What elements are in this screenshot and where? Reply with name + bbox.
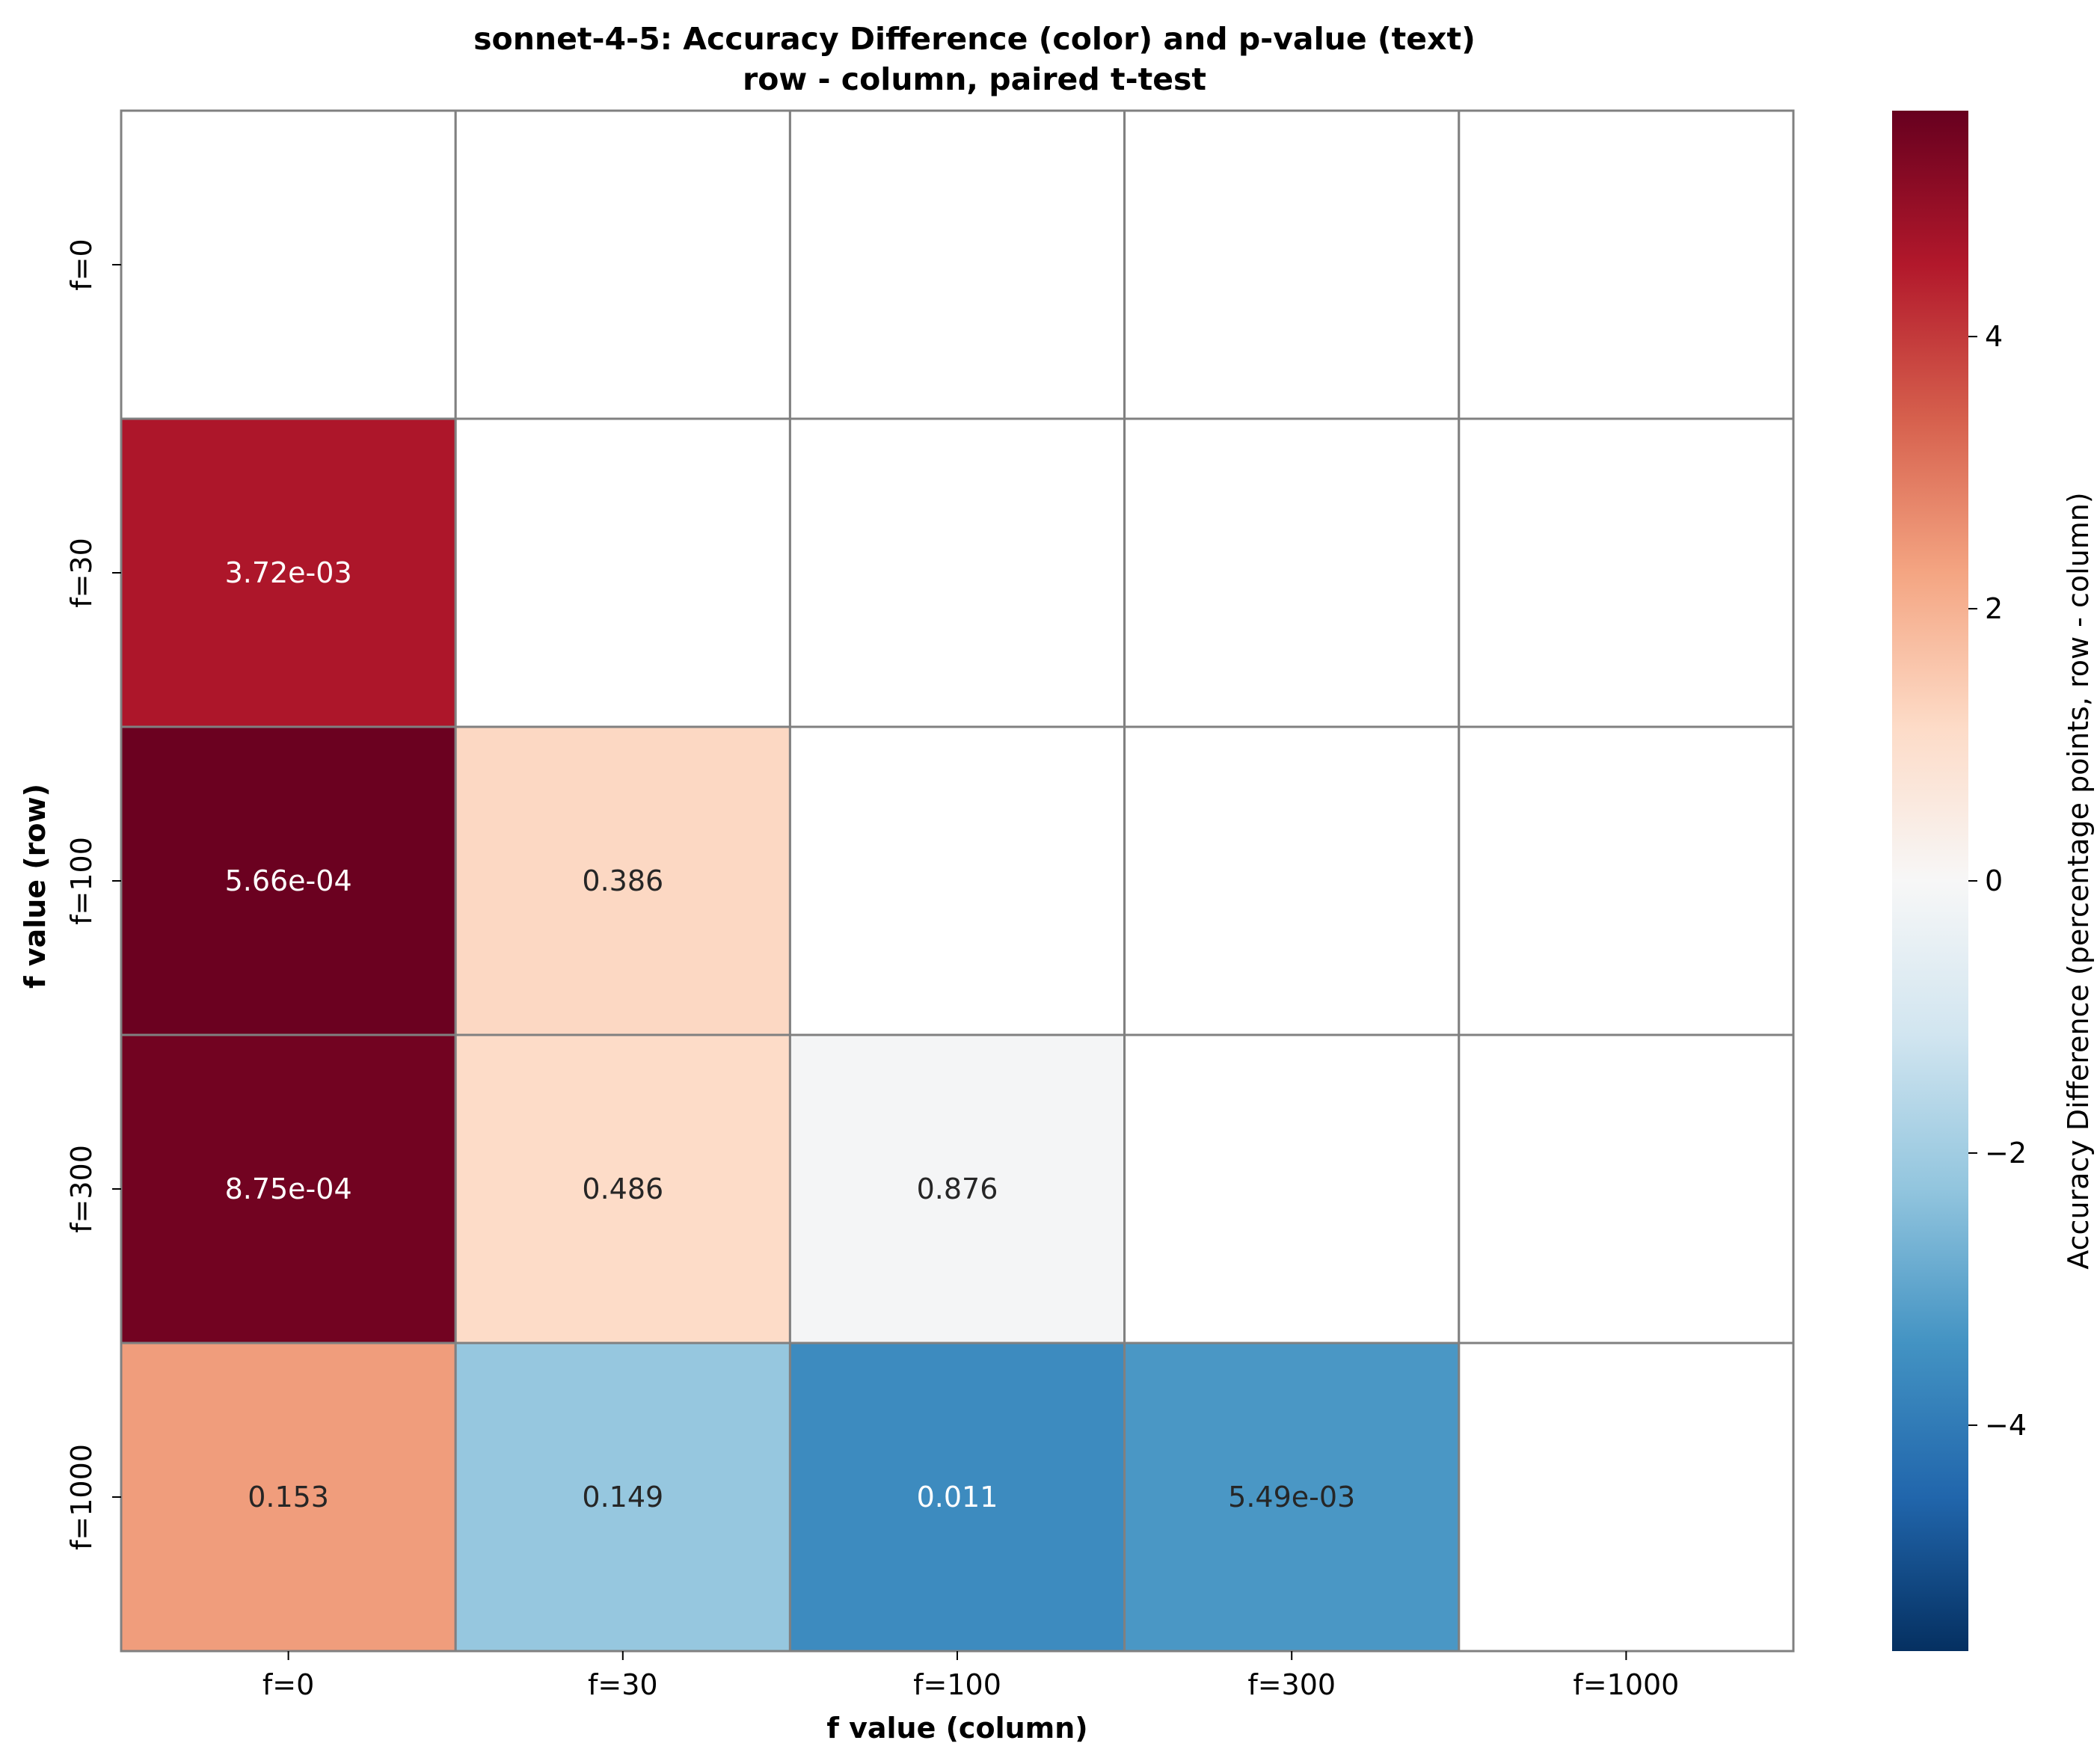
p-value-label: 0.149: [582, 1481, 663, 1513]
colorbar-tick-label: −2: [1985, 1137, 2027, 1170]
heatmap-cell-f0-f100: [788, 109, 1126, 420]
colorbar-tick-label: 0: [1985, 864, 2003, 897]
heatmap-cell-f30-f30: [454, 417, 791, 728]
heatmap-cells: 3.72e-03 5.66e-04 0.386 8.75e-04 0.486 0.876 0…: [120, 109, 1795, 1653]
heatmap-cell-f100-f30: [454, 725, 791, 1036]
heatmap-cell-f100-f0: [120, 725, 457, 1036]
p-value-label: 0.876: [917, 1173, 998, 1205]
heatmap-cell-f30-f1000: [1458, 417, 1795, 728]
heatmap-cell-f300-f300: [1123, 1033, 1461, 1344]
p-value-label: 0.153: [248, 1481, 329, 1513]
heatmap-cell-f300-f100: [788, 1033, 1126, 1344]
x-tick-label: f=30: [588, 1668, 658, 1701]
colorbar-tick-label: 2: [1985, 592, 2003, 625]
heatmap-cell-f100-f100: [788, 725, 1126, 1036]
p-value-label: 5.49e-03: [1228, 1481, 1355, 1513]
y-tick-label: f=100: [65, 837, 98, 925]
x-tick-label: f=300: [1247, 1668, 1336, 1701]
y-tick-labels: f=0 f=30 f=100 f=300 f=1000: [65, 239, 121, 1550]
y-tick-label: f=0: [65, 239, 98, 290]
colorbar-tick-label: 4: [1985, 320, 2003, 353]
heatmap-cell-f300-f0: [120, 1033, 457, 1344]
colorbar-ticks: −4 −2 0 2 4: [1968, 320, 2027, 1442]
y-tick-label: f=300: [65, 1145, 98, 1233]
heatmap-cell-f100-f1000: [1458, 725, 1795, 1036]
heatmap-cell-f30-f100: [788, 417, 1126, 728]
p-value-label: 0.386: [582, 864, 663, 897]
heatmap-cell-f1000-f300: [1123, 1342, 1461, 1653]
heatmap-cell-f0-f30: [454, 109, 791, 420]
heatmap-cell-f0-f0: [120, 109, 457, 420]
x-tick-label: f=1000: [1573, 1668, 1679, 1701]
chart-subtitle: row - column, paired t-test: [743, 61, 1206, 97]
heatmap-cell-f0-f1000: [1458, 109, 1795, 420]
colorbar-label: Accuracy Difference (percentage points, …: [2062, 492, 2095, 1269]
colorbar-tick-label: −4: [1985, 1409, 2027, 1442]
x-tick-labels: f=0 f=30 f=100 f=300 f=1000: [262, 1651, 1679, 1701]
p-value-label: 0.011: [917, 1481, 998, 1513]
x-tick-label: f=0: [262, 1668, 314, 1701]
heatmap-cell-f30-f300: [1123, 417, 1461, 728]
heatmap-cell-f0-f300: [1123, 109, 1461, 420]
chart-title: sonnet-4-5: Accuracy Difference (color) …: [473, 21, 1476, 57]
x-tick-label: f=100: [913, 1668, 1001, 1701]
heatmap-cell-f1000-f30: [454, 1342, 791, 1653]
y-tick-label: f=30: [65, 538, 98, 608]
heatmap-cell-f100-f300: [1123, 725, 1461, 1036]
x-axis-label: f value (column): [826, 1712, 1087, 1745]
y-tick-label: f=1000: [65, 1444, 98, 1550]
heatmap-cell-f300-f1000: [1458, 1033, 1795, 1344]
p-value-label: 3.72e-03: [225, 556, 352, 589]
p-value-label: 5.66e-04: [225, 864, 352, 897]
p-value-label: 0.486: [582, 1173, 663, 1205]
heatmap-cell-f1000-f1000: [1458, 1342, 1795, 1653]
p-value-label: 8.75e-04: [225, 1173, 352, 1205]
heatmap-cell-f30-f0: [120, 417, 457, 728]
colorbar: [1892, 111, 1968, 1651]
heatmap-cell-f300-f30: [454, 1033, 791, 1344]
y-axis-label: f value (row): [19, 784, 52, 989]
